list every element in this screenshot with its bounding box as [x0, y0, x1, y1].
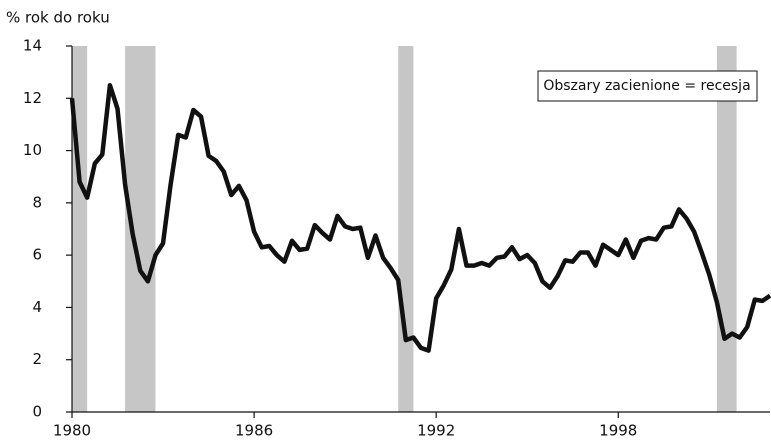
y-tick-label: 8: [32, 193, 42, 211]
data-line: [69, 82, 771, 353]
annotation-box: [537, 70, 758, 102]
y-tick-label: 10: [23, 141, 42, 159]
y-axis-label: % rok do roku: [6, 9, 110, 27]
y-tick-label: 12: [23, 89, 42, 107]
recession-band: [398, 46, 414, 412]
x-tick-label: 1980: [53, 422, 91, 440]
y-tick-label: 14: [23, 37, 42, 55]
y-tick-label: 2: [32, 350, 42, 368]
y-tick-label: 0: [32, 403, 42, 421]
y-tick-label: 6: [32, 246, 42, 264]
annotation: Obszary zacienione = recesja: [543, 78, 750, 94]
x-tick-label: 1986: [235, 422, 273, 440]
x-tick-label: 1992: [417, 422, 455, 440]
x-tick-label: 1998: [599, 422, 637, 440]
y-tick-label: 4: [32, 298, 42, 316]
